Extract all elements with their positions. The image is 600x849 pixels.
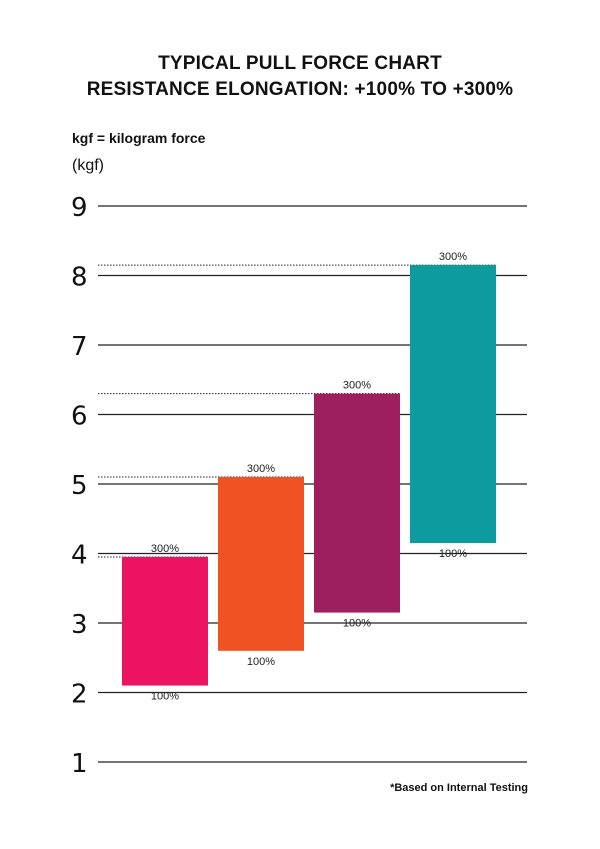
unit-note: kgf = kilogram force xyxy=(72,130,206,146)
y-tick-label: 8 xyxy=(71,263,88,293)
bar-high-label: 300% xyxy=(151,543,179,555)
chart-title: TYPICAL PULL FORCE CHART xyxy=(158,53,442,74)
range-bar xyxy=(218,477,304,651)
footnote: *Based on Internal Testing xyxy=(390,782,528,794)
y-tick-label: 7 xyxy=(71,332,88,362)
bar-low-label: 100% xyxy=(343,618,371,630)
y-tick-label: 2 xyxy=(71,680,88,710)
bar-high-label: 300% xyxy=(343,380,371,392)
range-bar xyxy=(122,556,208,686)
bar-low-label: 100% xyxy=(439,548,467,560)
y-tick-label: 1 xyxy=(71,749,88,779)
y-tick-label: 9 xyxy=(71,193,88,223)
range-bar xyxy=(314,393,400,613)
y-tick-label: 6 xyxy=(71,402,88,432)
bar-low-label: 100% xyxy=(151,691,179,703)
bar-high-label: 300% xyxy=(247,463,275,475)
bar-low-label: 100% xyxy=(247,656,275,668)
chart-subtitle: RESISTANCE ELONGATION: +100% TO +300% xyxy=(86,79,514,100)
y-tick-label: 3 xyxy=(71,610,88,640)
y-tick-label: 4 xyxy=(71,541,88,571)
y-axis-label: (kgf) xyxy=(72,157,104,174)
y-tick-label: 5 xyxy=(71,471,88,501)
bar-high-label: 300% xyxy=(439,251,467,263)
range-bar xyxy=(410,265,496,544)
